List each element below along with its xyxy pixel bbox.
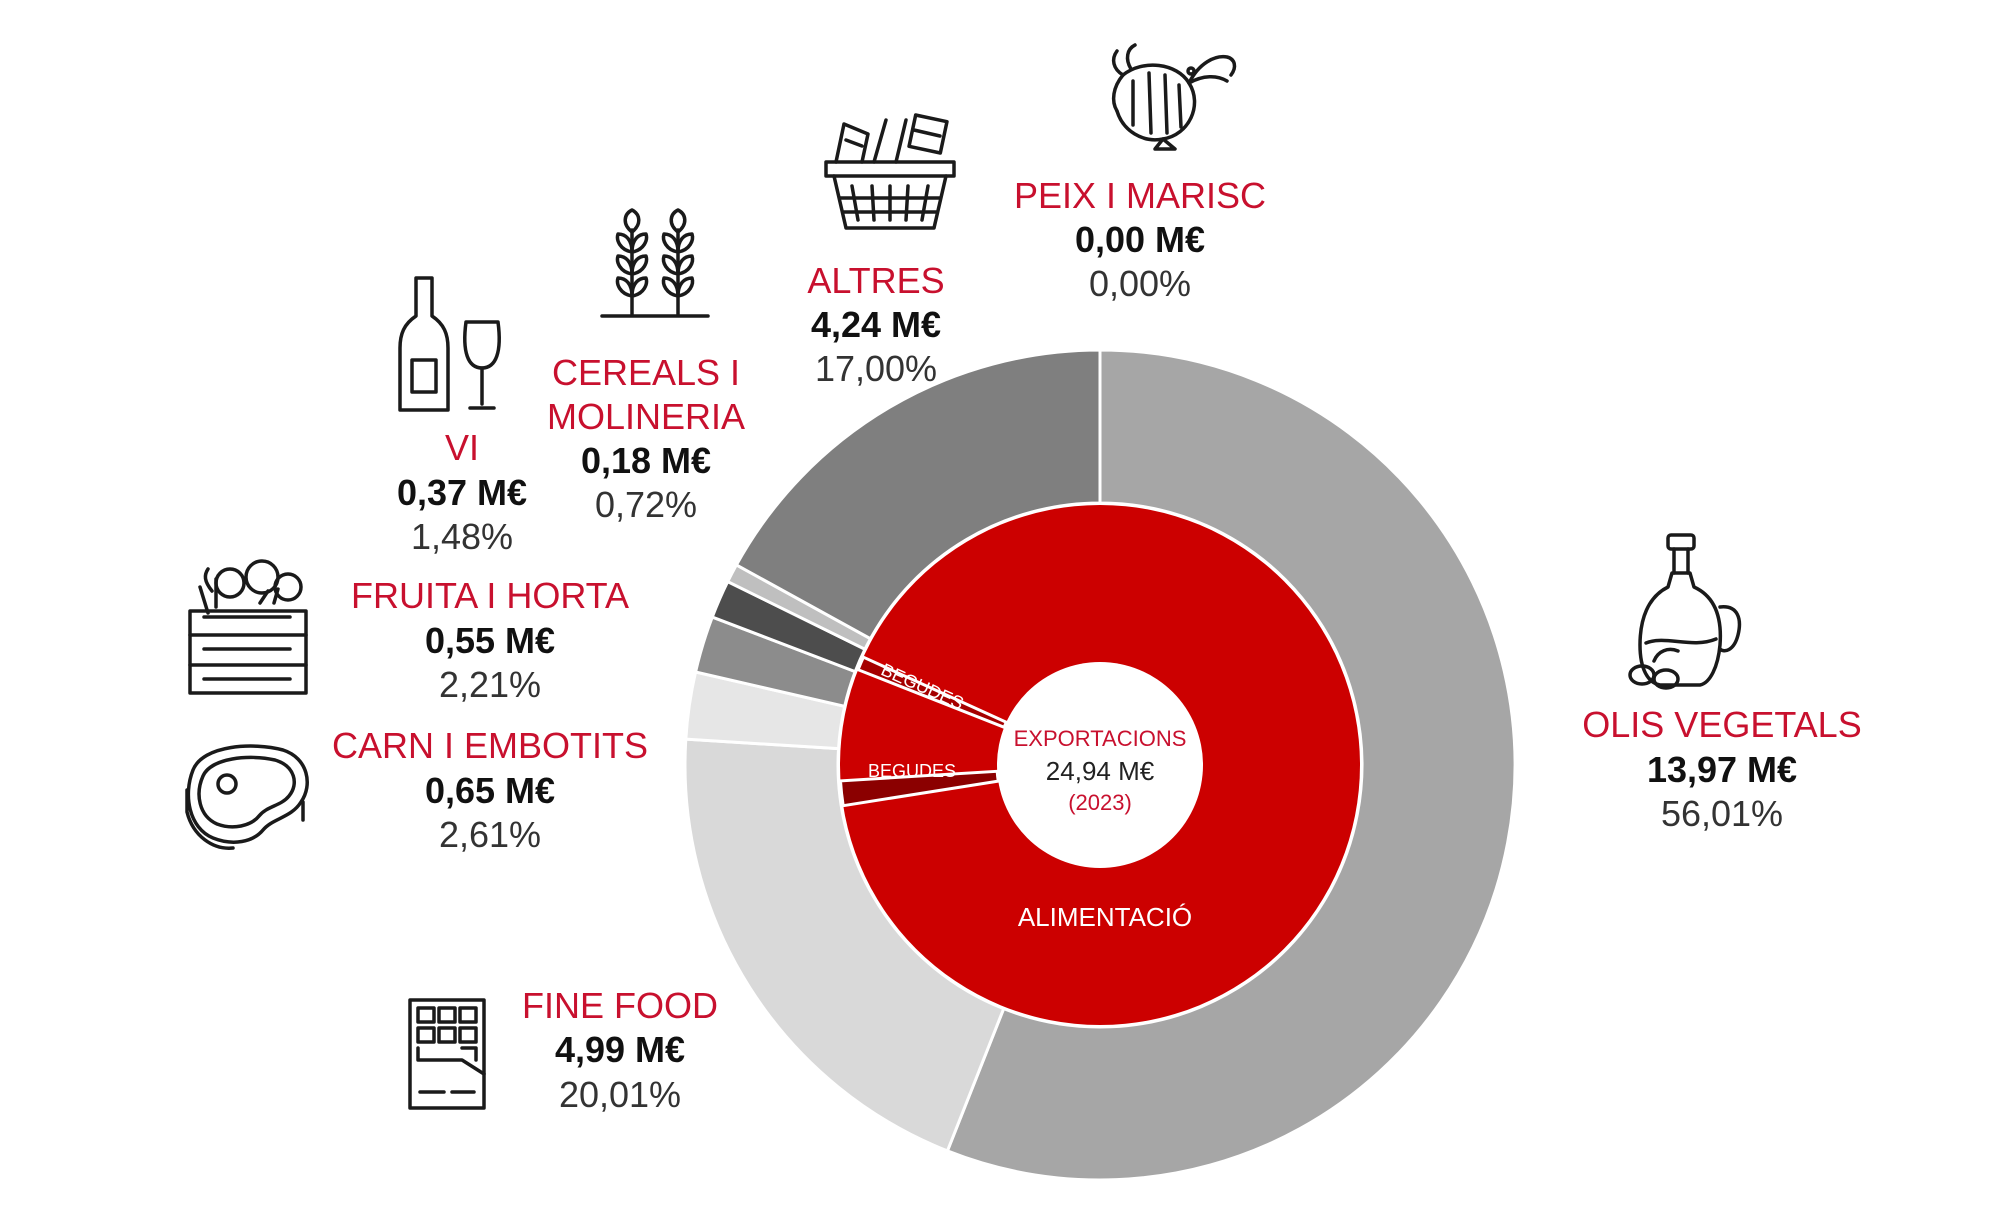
label-peix-i-marisc: PEIX I MARISC 0,00 M€ 0,00% [1014, 175, 1266, 304]
label-name: FRUITA I HORTA [351, 575, 629, 616]
label-percent: 0,72% [595, 484, 697, 525]
inner-label-alimentacio: ALIMENTACIÓ [1018, 902, 1192, 932]
label-percent: 20,01% [559, 1074, 681, 1115]
center-hole [997, 662, 1203, 868]
outer-segment-altres [734, 348, 1102, 641]
label-percent: 56,01% [1661, 793, 1783, 834]
label-value: 0,00 M€ [1075, 219, 1205, 260]
label-name-line-2: MOLINERIA [547, 396, 745, 437]
chocolate-bar-icon [408, 998, 486, 1110]
center-year: (2023) [1068, 790, 1132, 815]
label-value: 4,24 M€ [811, 304, 941, 345]
label-value: 4,99 M€ [555, 1029, 685, 1070]
label-percent: 17,00% [815, 348, 937, 389]
label-name: OLIS VEGETALS [1582, 704, 1861, 745]
label-percent: 0,00% [1089, 263, 1191, 304]
vegetable-crate-icon [188, 559, 308, 695]
label-name-line-1: CEREALS I [552, 352, 740, 393]
basket-icon [824, 113, 956, 230]
label-percent: 2,61% [439, 814, 541, 855]
label-value: 0,65 M€ [425, 770, 555, 811]
label-value: 0,18 M€ [581, 440, 711, 481]
wheat-icon [600, 208, 710, 318]
label-value: 13,97 M€ [1647, 749, 1797, 790]
label-olis-vegetals: OLIS VEGETALS 13,97 M€ 56,01% [1582, 704, 1861, 834]
label-percent: 1,48% [411, 516, 513, 557]
label-name: FINE FOOD [522, 985, 718, 1026]
label-cereals-i-molineria: CEREALS I MOLINERIA 0,18 M€ 0,72% [547, 352, 745, 525]
outer-ring [683, 348, 1517, 1182]
label-carn-i-embotits: CARN I EMBOTITS 0,65 M€ 2,61% [332, 725, 648, 855]
label-percent: 2,21% [439, 664, 541, 705]
outer-segment-olis-vegetals [945, 348, 1517, 1182]
label-name: ALTRES [807, 260, 944, 301]
inner-label-begudes-lower: BEGUDES [868, 761, 956, 781]
label-vi: VI 0,37 M€ 1,48% [397, 427, 527, 557]
label-altres: ALTRES 4,24 M€ 17,00% [807, 260, 944, 389]
outer-segment-fine-food [683, 737, 1006, 1153]
label-value: 0,55 M€ [425, 620, 555, 661]
label-fruita-i-horta: FRUITA I HORTA 0,55 M€ 2,21% [351, 575, 629, 705]
wine-icon [398, 276, 501, 412]
label-name: PEIX I MARISC [1014, 175, 1266, 216]
shrimp-icon [1111, 43, 1237, 151]
label-name: VI [445, 427, 479, 468]
label-name: CARN I EMBOTITS [332, 725, 648, 766]
label-fine-food: FINE FOOD 4,99 M€ 20,01% [522, 985, 718, 1115]
center-title: EXPORTACIONS [1014, 726, 1187, 751]
steak-icon [185, 744, 309, 850]
label-value: 0,37 M€ [397, 472, 527, 513]
olive-oil-icon [1628, 533, 1742, 690]
category-labels: OLIS VEGETALS 13,97 M€ 56,01% FINE FOOD … [332, 175, 1862, 1115]
center-total: 24,94 M€ [1046, 756, 1155, 786]
